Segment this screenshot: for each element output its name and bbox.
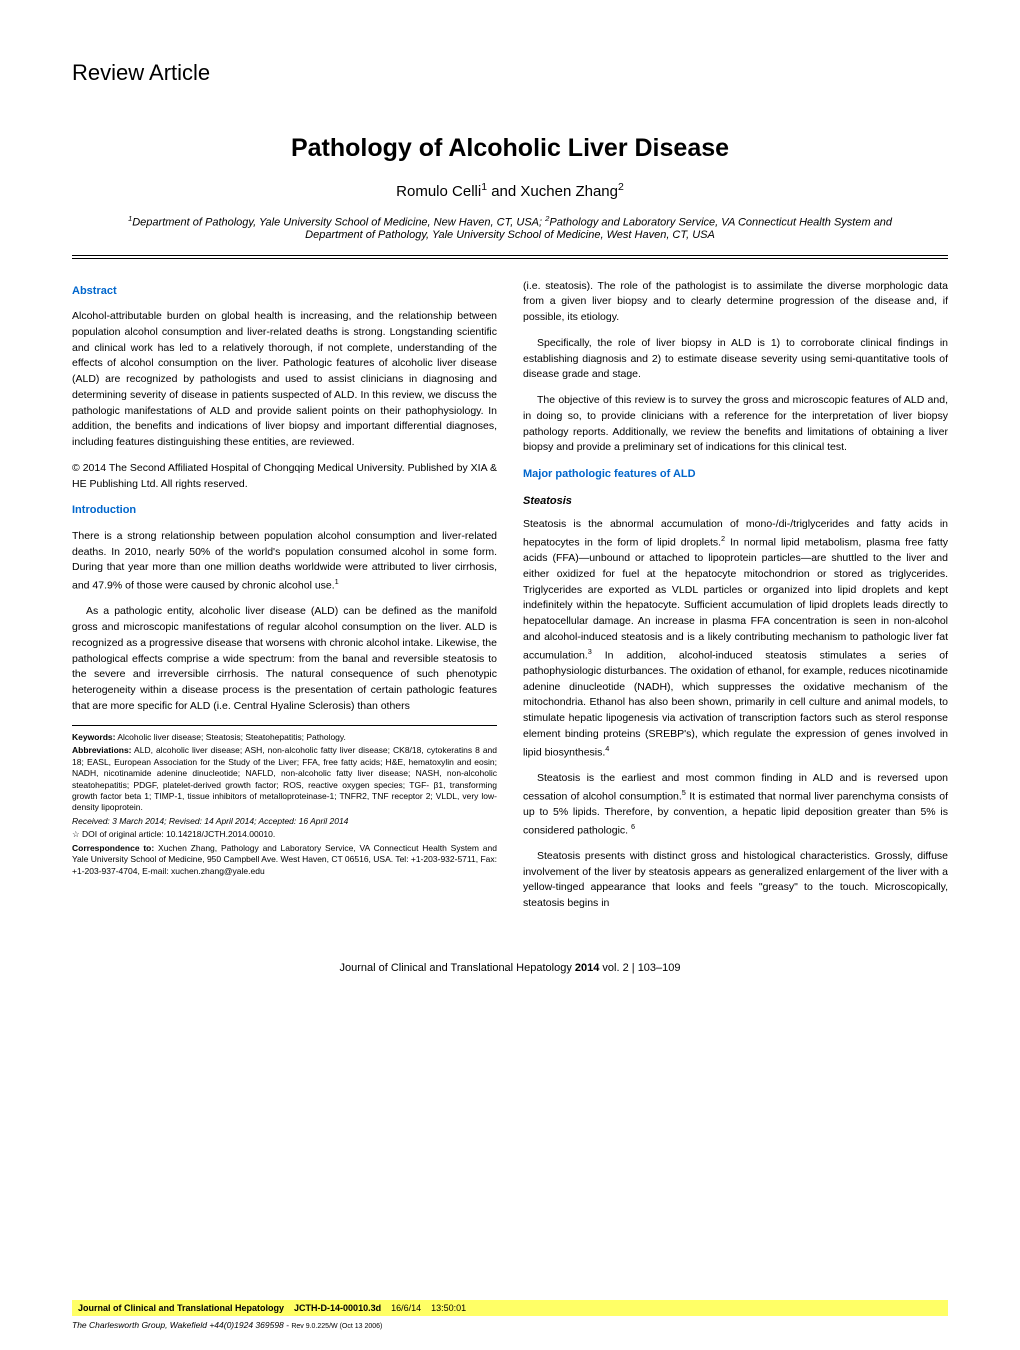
proof-status-bar: Journal of Clinical and Translational He… xyxy=(72,1300,948,1316)
proof-code: JCTH-D-14-00010.3d xyxy=(294,1303,381,1313)
left-column: Abstract Alcohol-attributable burden on … xyxy=(72,279,497,922)
steatosis-p3: Steatosis presents with distinct gross a… xyxy=(523,849,948,912)
typesetter-line: The Charlesworth Group, Wakefield +44(0)… xyxy=(72,1320,382,1330)
proof-journal-name: Journal of Clinical and Translational He… xyxy=(78,1303,284,1313)
correspondence-label: Correspondence to: xyxy=(72,843,154,853)
doi-line: ☆ DOI of original article: 10.14218/JCTH… xyxy=(72,829,497,840)
introduction-heading: Introduction xyxy=(72,502,497,519)
right-column: (i.e. steatosis). The role of the pathol… xyxy=(523,279,948,922)
article-type: Review Article xyxy=(72,60,948,86)
intro-paragraph-1: There is a strong relationship between p… xyxy=(72,529,497,595)
typesetter-location: , Wakefield +44(0)1924 369598 - xyxy=(165,1320,291,1330)
correspondence-line: Correspondence to: Xuchen Zhang, Patholo… xyxy=(72,843,497,877)
journal-footer: Journal of Clinical and Translational He… xyxy=(72,962,948,974)
abbreviations-line: Abbreviations: ALD, alcoholic liver dise… xyxy=(72,745,497,814)
abbreviations-text: ALD, alcoholic liver disease; ASH, non-a… xyxy=(72,745,497,812)
abstract-paragraph: Alcohol-attributable burden on global he… xyxy=(72,309,497,451)
affiliations: 1Department of Pathology, Yale Universit… xyxy=(72,214,948,241)
keywords-line: Keywords: Alcoholic liver disease; Steat… xyxy=(72,732,497,743)
article-title: Pathology of Alcoholic Liver Disease xyxy=(72,134,948,163)
right-p2: Specifically, the role of liver biopsy i… xyxy=(523,336,948,383)
right-p1: (i.e. steatosis). The role of the pathol… xyxy=(523,279,948,326)
right-p3: The objective of this review is to surve… xyxy=(523,393,948,456)
footnote-separator xyxy=(72,725,497,726)
abstract-heading: Abstract xyxy=(72,283,497,300)
typesetter-rev: Rev 9.0.225/W (Oct 13 2006) xyxy=(291,1323,382,1330)
steatosis-p2: Steatosis is the earliest and most commo… xyxy=(523,771,948,839)
authors: Romulo Celli1 and Xuchen Zhang2 xyxy=(72,181,948,200)
typesetter-group: The Charlesworth Group xyxy=(72,1320,165,1330)
keywords-label: Keywords: xyxy=(72,732,115,742)
header-separator xyxy=(72,255,948,259)
keywords-text: Alcoholic liver disease; Steatosis; Stea… xyxy=(115,732,345,742)
footnotes-block: Keywords: Alcoholic liver disease; Steat… xyxy=(72,732,497,878)
steatosis-p1: Steatosis is the abnormal accumulation o… xyxy=(523,517,948,761)
abbreviations-label: Abbreviations: xyxy=(72,745,132,755)
copyright-paragraph: © 2014 The Second Affiliated Hospital of… xyxy=(72,461,497,493)
received-line: Received: 3 March 2014; Revised: 14 Apri… xyxy=(72,816,497,827)
two-column-layout: Abstract Alcohol-attributable burden on … xyxy=(72,279,948,922)
major-features-heading: Major pathologic features of ALD xyxy=(523,466,948,483)
proof-date: 16/6/14 xyxy=(391,1303,421,1313)
intro-paragraph-2: As a pathologic entity, alcoholic liver … xyxy=(72,604,497,714)
steatosis-heading: Steatosis xyxy=(523,493,948,510)
proof-time: 13:50:01 xyxy=(431,1303,466,1313)
